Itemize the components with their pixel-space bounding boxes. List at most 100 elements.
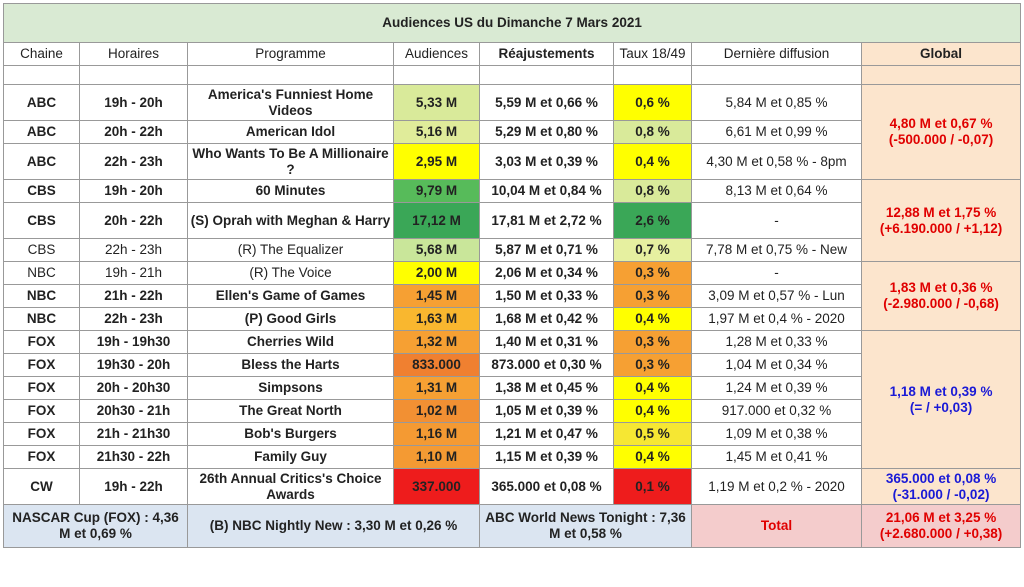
cell-horaire: 20h - 22h — [79, 120, 188, 144]
spacer-cell — [479, 65, 614, 85]
cell-audience: 833.000 — [393, 353, 480, 377]
global-line2: (-2.980.000 / -0,68) — [883, 296, 999, 311]
spacer-cell — [393, 65, 480, 85]
cell-reajustement: 5,59 M et 0,66 % — [479, 84, 614, 121]
cell-audience: 1,45 M — [393, 284, 480, 308]
cell-reajustement: 3,03 M et 0,39 % — [479, 143, 614, 180]
cell-programme: American Idol — [187, 120, 394, 144]
global-line1: 1,83 M et 0,36 % — [889, 280, 993, 295]
cell-horaire: 19h - 22h — [79, 468, 188, 505]
cell-horaire: 22h - 23h — [79, 307, 188, 331]
cell-programme: Who Wants To Be A Millionaire ? — [187, 143, 394, 180]
cell-chaine: CBS — [3, 202, 80, 239]
cell-horaire: 19h - 20h — [79, 84, 188, 121]
cell-taux: 0,3 % — [613, 261, 692, 285]
cell-reajustement: 1,50 M et 0,33 % — [479, 284, 614, 308]
cell-derniere-diffusion: 1,24 M et 0,39 % — [691, 376, 862, 400]
cell-horaire: 20h30 - 21h — [79, 399, 188, 423]
global-line2: (-500.000 / -0,07) — [888, 132, 994, 147]
cell-programme: 26th Annual Critics's Choice Awards — [187, 468, 394, 505]
cell-horaire: 22h - 23h — [79, 238, 188, 262]
cell-audience: 1,32 M — [393, 330, 480, 354]
header-row: Chaine Horaires Programme Audiences Réaj… — [3, 42, 1022, 66]
cell-derniere-diffusion: 5,84 M et 0,85 % — [691, 84, 862, 121]
cell-derniere-diffusion: 4,30 M et 0,58 % - 8pm — [691, 143, 862, 180]
table-row: FOX 19h - 19h30 Cherries Wild 1,32 M 1,40 M … — [3, 330, 1022, 469]
cell-chaine: ABC — [3, 143, 80, 180]
cell-chaine: NBC — [3, 307, 80, 331]
header-global: Global — [860, 42, 1022, 66]
spacer-cell — [187, 65, 394, 85]
cell-programme: Simpsons — [187, 376, 394, 400]
spacer-cell — [613, 65, 692, 85]
cell-audience: 1,16 M — [393, 422, 480, 446]
header-reajustements: Réajustements — [479, 42, 614, 66]
cell-horaire: 21h - 22h — [79, 284, 188, 308]
cell-derniere-diffusion: 1,19 M et 0,2 % - 2020 — [691, 468, 862, 505]
cell-horaire: 20h - 20h30 — [79, 376, 188, 400]
cell-audience: 5,16 M — [393, 120, 480, 144]
cell-derniere-diffusion: - — [691, 261, 862, 285]
cell-reajustement: 10,04 M et 0,84 % — [479, 179, 614, 203]
spacer-cell — [79, 65, 188, 85]
table-row: CBS 22h - 23h (R) The Equalizer 5,68 M 5,87 … — [3, 238, 1021, 262]
cell-reajustement: 873.000 et 0,30 % — [479, 353, 614, 377]
cell-chaine: FOX — [3, 422, 80, 446]
cell-programme: The Great North — [187, 399, 394, 423]
cell-global: 1,83 M et 0,36 % (-2.980.000 / -0,68) — [860, 261, 1022, 331]
cell-taux: 0,3 % — [613, 330, 692, 354]
cell-programme: Bob's Burgers — [187, 422, 394, 446]
cell-taux: 2,6 % — [613, 202, 692, 239]
cell-horaire: 19h - 19h30 — [79, 330, 188, 354]
table-row: ABC 19h - 20h America's Funniest Home Vide… — [3, 84, 1022, 180]
cell-chaine: FOX — [3, 353, 80, 377]
cell-taux: 0,8 % — [613, 179, 692, 203]
cell-horaire: 20h - 22h — [79, 202, 188, 239]
cell-global: 365.000 et 0,08 % (-31.000 / -0,02) — [860, 468, 1022, 505]
cell-audience: 2,00 M — [393, 261, 480, 285]
cell-horaire: 19h - 21h — [79, 261, 188, 285]
cell-taux: 0,5 % — [613, 422, 692, 446]
table-row: CBS 19h - 20h 60 Minutes 9,79 M 10,04 M et 0… — [3, 179, 1022, 262]
cell-global: 12,88 M et 1,75 % (+6.190.000 / +1,12) — [860, 179, 1022, 262]
spacer-cell — [3, 65, 80, 85]
cell-chaine: FOX — [3, 445, 80, 469]
cell-audience: 1,10 M — [393, 445, 480, 469]
cell-taux: 0,1 % — [613, 468, 692, 505]
cell-chaine: ABC — [3, 84, 80, 121]
cell-derniere-diffusion: 3,09 M et 0,57 % - Lun — [691, 284, 862, 308]
cell-horaire: 21h - 21h30 — [79, 422, 188, 446]
table-row: ABC 20h - 22h American Idol 5,16 M 5,29 M et… — [3, 120, 1021, 144]
footer-nbc-news: (B) NBC Nightly New : 3,30 M et 0,26 % — [187, 504, 480, 548]
footer-nascar: NASCAR Cup (FOX) : 4,36 M et 0,69 % — [3, 504, 188, 548]
cell-chaine: ABC — [3, 120, 80, 144]
cell-programme: (R) The Equalizer — [187, 238, 394, 262]
footer-total-line2: (+2.680.000 / +0,38) — [879, 526, 1003, 541]
header-derniere: Dernière diffusion — [691, 42, 862, 66]
cell-taux: 0,3 % — [613, 284, 692, 308]
global-line1: 4,80 M et 0,67 % — [889, 116, 993, 131]
cell-programme: Bless the Harts — [187, 353, 394, 377]
cell-audience: 1,31 M — [393, 376, 480, 400]
cell-taux: 0,4 % — [613, 445, 692, 469]
cell-audience: 1,63 M — [393, 307, 480, 331]
audience-table: Audiences US du Dimanche 7 Mars 2021 Cha… — [2, 3, 1022, 548]
cell-programme: (R) The Voice — [187, 261, 394, 285]
cell-taux: 0,4 % — [613, 307, 692, 331]
cell-derniere-diffusion: 1,04 M et 0,34 % — [691, 353, 862, 377]
cell-programme: 60 Minutes — [187, 179, 394, 203]
cell-chaine: CBS — [3, 238, 80, 262]
cell-audience: 17,12 M — [393, 202, 480, 239]
table-title: Audiences US du Dimanche 7 Mars 2021 — [2, 3, 1022, 43]
cell-audience: 5,33 M — [393, 84, 480, 121]
cell-chaine: FOX — [3, 376, 80, 400]
cell-derniere-diffusion: 1,97 M et 0,4 % - 2020 — [691, 307, 862, 331]
table-row: CBS 20h - 22h (S) Oprah with Meghan & Harr… — [3, 202, 1021, 239]
cell-taux: 0,3 % — [613, 353, 692, 377]
cell-audience: 337.000 — [393, 468, 480, 505]
cell-programme: Ellen's Game of Games — [187, 284, 394, 308]
global-line2: (-31.000 / -0,02) — [892, 486, 990, 502]
cell-reajustement: 365.000 et 0,08 % — [479, 468, 614, 505]
cell-audience: 9,79 M — [393, 179, 480, 203]
cell-programme: (P) Good Girls — [187, 307, 394, 331]
